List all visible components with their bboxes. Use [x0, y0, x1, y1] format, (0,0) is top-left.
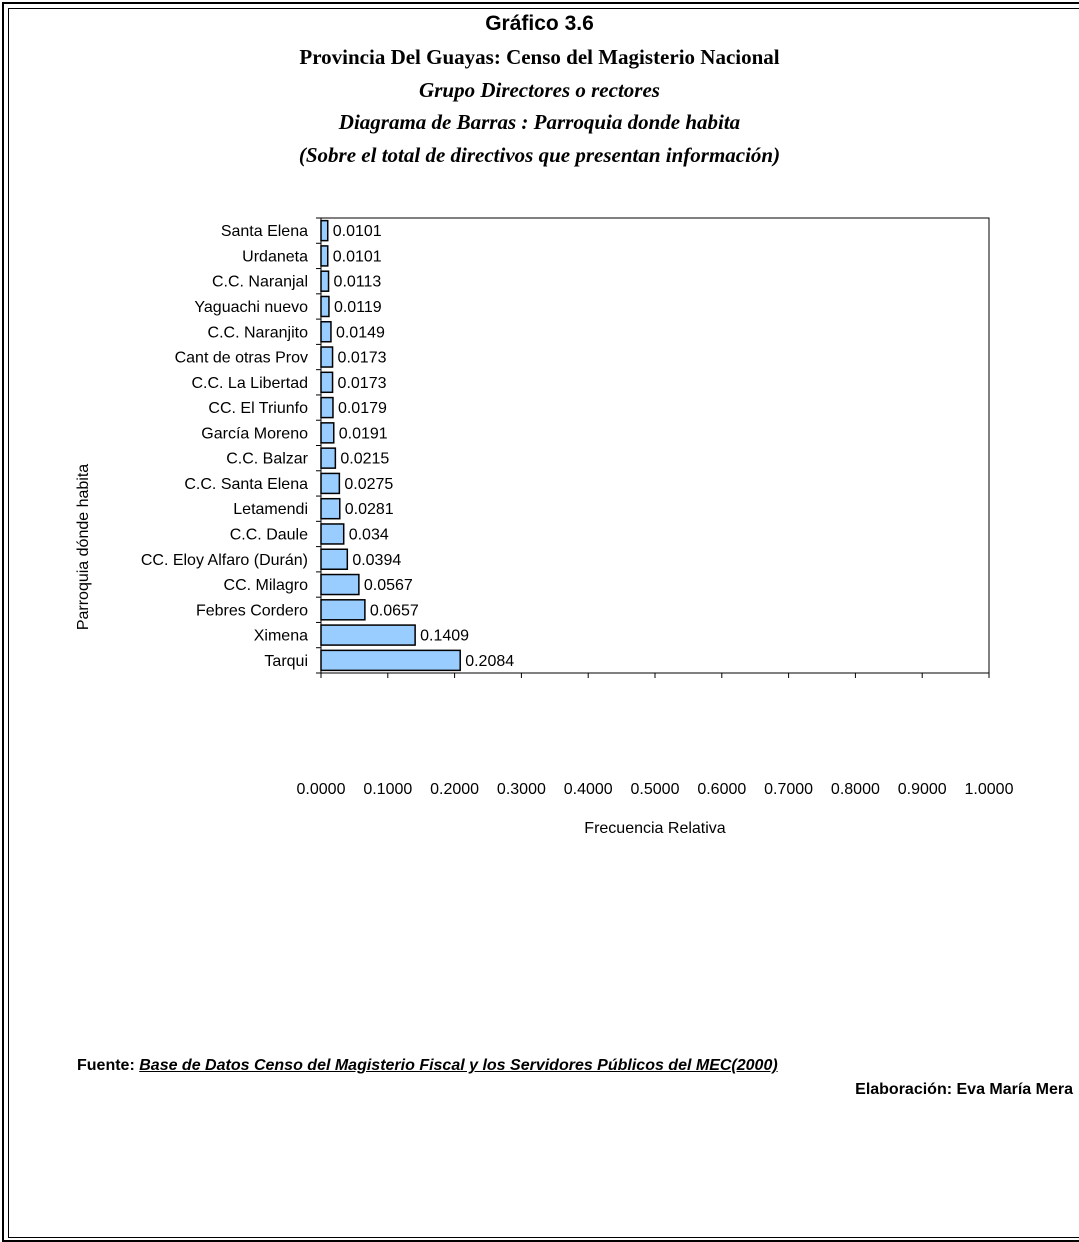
data-label: 0.0113 [334, 274, 382, 291]
data-label: 0.1409 [420, 628, 469, 645]
category-label: Santa Elena [221, 223, 308, 240]
data-label: 0.0119 [334, 299, 382, 316]
bar [320, 321, 332, 343]
source-text: Base de Datos Censo del Magisterio Fisca… [139, 1057, 778, 1074]
bars-group [320, 219, 461, 672]
category-label: C.C. La Libertad [191, 375, 308, 392]
x-tick-label: 0.2000 [430, 781, 479, 798]
category-label: Yaguachi nuevo [194, 299, 308, 316]
category-label: Ximena [254, 628, 308, 645]
data-label: 0.0179 [338, 400, 387, 417]
bar [320, 346, 334, 368]
x-tick-label: 0.3000 [497, 781, 546, 798]
x-axis-title: Frecuencia Relativa [584, 820, 726, 837]
bar [320, 573, 360, 596]
x-tick-label: 0.6000 [697, 781, 746, 798]
x-tick-label: 0.1000 [363, 781, 412, 798]
data-label: 0.0567 [364, 577, 413, 594]
category-label: C.C. Naranjito [208, 324, 309, 341]
x-tick-label: 0.7000 [764, 781, 813, 798]
x-tick-label: 0.4000 [564, 781, 613, 798]
bar [320, 523, 345, 545]
category-label: C.C. Naranjal [212, 274, 308, 291]
x-tick-labels: 0.0000 0.1000 0.2000 0.3000 0.4000 0.5000 0.60… [297, 781, 1014, 798]
data-label: 0.2084 [465, 653, 514, 670]
data-label: 0.034 [349, 526, 389, 543]
x-tick-label: 1.0000 [965, 781, 1014, 798]
data-label: 0.0191 [339, 425, 388, 442]
category-label: C.C. Santa Elena [184, 476, 308, 493]
category-label: Letamendi [233, 501, 308, 518]
chart-subtitle-4: (Sobre el total de directivos que presen… [298, 143, 781, 167]
category-labels: Santa Elena Urdaneta C.C. Naranjal Yaguachi… [141, 223, 309, 670]
bar [320, 599, 366, 621]
data-label: 0.0281 [345, 501, 394, 518]
bar [320, 624, 416, 646]
data-label: 0.0101 [333, 223, 382, 240]
category-label: C.C. Daule [230, 526, 308, 543]
x-tick-label: 0.0000 [297, 781, 346, 798]
bar [320, 649, 461, 672]
data-label: 0.0173 [338, 375, 387, 392]
category-label: Urdaneta [242, 248, 308, 265]
bar [320, 472, 341, 495]
bar [320, 371, 334, 394]
category-label: C.C. Balzar [226, 451, 308, 468]
category-label: Cant de otras Prov [175, 350, 308, 367]
data-labels: 0.0101 0.0101 0.0113 0.0119 0.0149 0.0173 0.01… [333, 223, 515, 670]
chart-subtitle-1: Provincia Del Guayas: Censo del Magister… [299, 45, 780, 69]
x-tick-label: 0.5000 [631, 781, 680, 798]
data-label: 0.0215 [340, 451, 389, 468]
source-note: Fuente: Base de Datos Censo del Magister… [77, 1057, 778, 1075]
author-credit: Elaboración: Eva María Mera [855, 1081, 1073, 1098]
y-axis-title: Parroquia dónde habita [75, 464, 92, 630]
chart-subtitle-3: Diagrama de Barras : Parroquia donde hab… [338, 110, 741, 134]
bar [320, 447, 337, 469]
bar [320, 245, 329, 267]
source-label: Fuente: [77, 1057, 135, 1074]
x-tick-label: 0.9000 [898, 781, 947, 798]
bar [320, 396, 334, 419]
category-label: CC. El Triunfo [208, 400, 308, 417]
data-label: 0.0173 [338, 350, 387, 367]
bar [320, 422, 335, 444]
bar [320, 497, 341, 520]
data-label: 0.0394 [352, 552, 401, 569]
axis-ticks [316, 217, 990, 678]
category-label: Febres Cordero [196, 602, 308, 619]
bar [320, 219, 329, 242]
bar [320, 270, 330, 292]
bar [320, 295, 330, 318]
category-label: CC. Eloy Alfaro (Durán) [141, 552, 308, 569]
data-label: 0.0657 [370, 602, 419, 619]
data-label: 0.0149 [336, 324, 385, 341]
category-label: Tarqui [264, 653, 308, 670]
bar [320, 548, 349, 570]
data-label: 0.0101 [333, 248, 382, 265]
chart-title: Gráfico 3.6 [485, 12, 594, 35]
category-label: CC. Milagro [224, 577, 309, 594]
category-label: García Moreno [201, 425, 308, 442]
x-tick-label: 0.8000 [831, 781, 880, 798]
data-label: 0.0275 [344, 476, 393, 493]
plot-area [320, 217, 990, 674]
chart-subtitle-2: Grupo Directores o rectores [419, 78, 660, 102]
